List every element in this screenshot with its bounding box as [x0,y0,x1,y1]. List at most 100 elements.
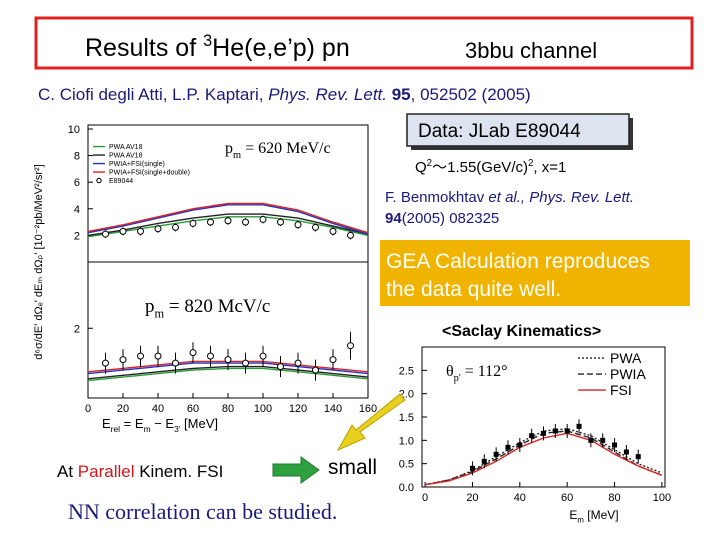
saclay-label: <Saclay Kinematics> [442,323,601,340]
y-tick-label: 1.5 [399,412,414,424]
data-point [294,359,302,367]
legend-label: PWA AV18 [109,153,143,160]
text-part: m [144,424,151,434]
data-point [541,430,546,436]
text-part: = 820 McV/c [164,296,270,317]
text-part: = 620 MeV/c [241,140,330,157]
x-tick-label: 20 [466,492,478,504]
legend-label: PWA AV18 [109,144,143,151]
y-axis-label: d⁶σ/dE′ dΩₑ′ dEₘ dΩₚ′ [10⁻²pb/MeV²/sr²] [33,164,45,359]
fsi-note: At Parallel Kinem. FSI [57,462,223,481]
data-point [312,223,319,231]
x-tick-label: 80 [608,492,620,504]
data-point [600,437,606,443]
kinematics: Q2～1.55(GeV/c)2, x=1 [415,158,566,176]
data-point [259,352,267,360]
x-tick-label: 20 [117,403,129,415]
legend-label: PWA [610,350,642,366]
text-part: m [155,307,165,321]
curve [87,204,369,235]
text-part: p [145,296,155,317]
data-point [505,444,511,450]
data-point [207,218,214,226]
text-part: Phys. Rev. Lett. [268,85,387,104]
legend-marker [96,177,102,184]
x-tick-label: 140 [324,403,342,415]
text-part: At [57,462,78,481]
y-tick-label: 2.5 [399,365,414,377]
y-tick-label: 6 [74,177,80,189]
data-point [347,231,354,239]
text-part: p [225,140,233,157]
text-part: = 112° [461,363,508,380]
legend-label: FSI [610,382,632,398]
data-point [189,219,197,227]
text-part: 2 [427,158,432,169]
text-part: = E [120,416,144,431]
text-part: , 052502 (2005) [411,85,531,104]
text-part: E [102,416,111,431]
text-part: 2 [528,158,533,169]
text-part: (2005) 082325 [402,210,500,227]
data-point [576,423,582,429]
data-box [406,113,630,147]
text-part: , x=1 [533,159,566,176]
x-axis-label: Em [MeV] [569,508,618,525]
data-point [154,352,162,360]
x-tick-label: 160 [359,403,377,415]
text-part: 3 [203,32,212,50]
text-part: Results of [85,34,203,62]
data-point [277,363,284,371]
plot-frame [87,261,369,399]
text-part: F. Benmokhtav [385,189,488,206]
y-tick-label: 2 [74,323,80,335]
text-part: [MeV] [584,508,619,522]
plot-annotation: θp' = 112° [446,363,508,384]
legend-label: PWIA [610,366,646,382]
small-label: small [328,456,377,479]
data-point [588,437,594,443]
data-point [623,449,629,455]
text-part: m [577,516,584,525]
data-point [119,227,127,235]
x-tick-label: 0 [85,403,91,415]
y-tick-label: 0.0 [399,482,414,494]
plot-annotation: pm = 620 MeV/c [225,140,331,161]
x-tick-label: 40 [514,492,526,504]
data-point [189,349,197,357]
text-part: 94 [385,210,402,227]
data-point [207,352,214,360]
text-part: Parallel [78,462,135,481]
curve [87,213,369,237]
x-tick-label: 0 [422,492,428,504]
data-point [469,465,475,471]
text-part: − E [151,416,175,431]
x-tick-label: 120 [289,403,307,415]
data-point [137,227,144,235]
text-part: C. Ciofi degli Atti, L.P. Kaptari, [38,85,268,104]
green-arrow [272,456,320,484]
text-part: He(e,e’p) pn [212,34,350,62]
text-part: p' [454,373,461,384]
data-point [481,458,487,464]
legend-label: E89044 [109,178,133,185]
data-point [172,359,179,367]
data-point [329,356,337,364]
data-point [242,218,249,226]
text-part: E [569,508,577,522]
text-part: 3' [174,424,181,434]
legend-label: PWIA+FSI(single+double) [109,170,190,177]
y-tick-label: 0.5 [399,459,414,471]
text-part: Kinem. FSI [135,462,224,481]
text-part: θ [446,363,454,380]
data-point [347,342,354,350]
y-tick-label: 1.0 [399,435,414,447]
data-point [493,451,499,457]
citation: C. Ciofi degli Atti, L.P. Kaptari, Phys.… [38,85,531,104]
data-point [612,442,618,448]
x-tick-label: 60 [187,403,199,415]
data-point [102,359,109,367]
data-point [529,433,535,439]
data-point [102,230,109,238]
